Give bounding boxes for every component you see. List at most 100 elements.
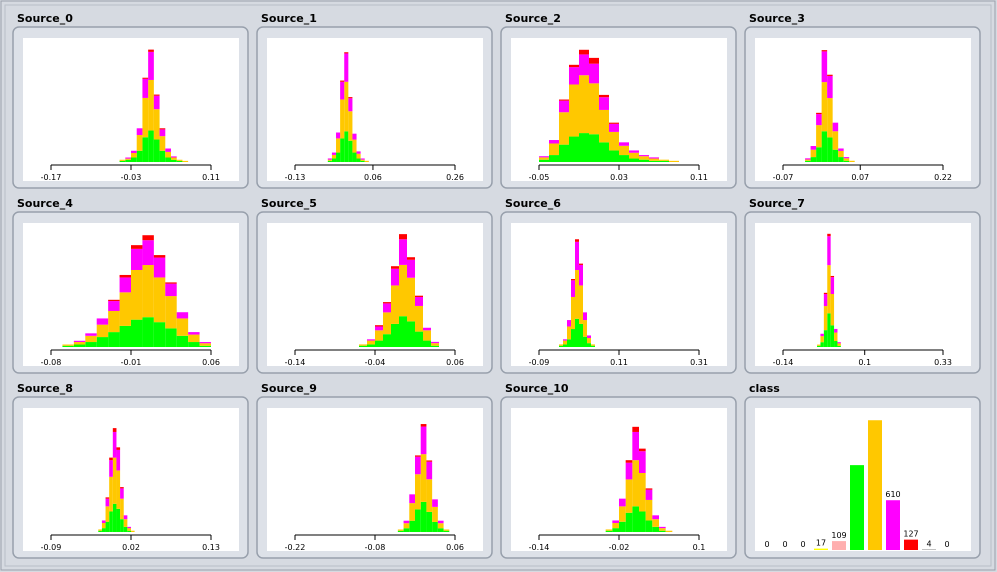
histogram-bar — [340, 81, 345, 100]
histogram-bar — [567, 339, 571, 347]
histogram-bar — [827, 98, 833, 138]
histogram-bar — [383, 312, 391, 335]
histogram-bar — [612, 520, 619, 524]
x-tick-label: 0.06 — [364, 173, 382, 182]
histogram-bar — [589, 83, 599, 135]
histogram-bar — [142, 265, 154, 318]
x-tick-label: 0.1 — [858, 358, 871, 367]
histogram-bar — [810, 149, 817, 158]
histogram-bar — [827, 233, 831, 237]
histogram-bar — [629, 158, 639, 162]
panel: Source_3 -0.07 0.07 0.22 — [744, 12, 981, 189]
histogram-bar — [136, 128, 143, 136]
histogram-bar — [420, 454, 427, 502]
plot: -0.14 0.1 0.33 — [773, 233, 952, 367]
histogram-bar — [559, 344, 563, 346]
histogram-bar — [834, 332, 838, 341]
histogram-bar — [579, 285, 583, 324]
histogram-bar — [120, 488, 124, 499]
histogram-bar — [583, 320, 587, 337]
histogram-bar — [579, 323, 583, 347]
histogram-bar — [116, 508, 121, 532]
histogram-bar — [403, 520, 410, 524]
histogram-bar — [426, 461, 433, 480]
histogram-bar — [420, 501, 427, 532]
histogram-bar — [409, 520, 415, 532]
histogram-bar — [579, 263, 583, 265]
histogram-bar — [579, 49, 589, 55]
histogram-bar — [375, 330, 383, 341]
histogram-bar — [119, 292, 131, 326]
histogram-bar — [112, 457, 117, 504]
x-tick-label: -0.01 — [121, 358, 142, 367]
histogram-bar — [563, 340, 567, 345]
histogram-bar — [142, 235, 154, 241]
histogram-bar — [832, 149, 839, 162]
x-tick-label: 0.11 — [690, 173, 708, 182]
histogram-bar — [123, 519, 128, 527]
x-tick-label: -0.09 — [529, 358, 550, 367]
histogram-bar — [649, 160, 659, 162]
histogram-bar — [834, 328, 838, 333]
histogram-bar — [98, 530, 102, 532]
histogram-bar — [344, 81, 349, 132]
histogram-bar — [188, 334, 200, 343]
plot-area — [511, 223, 727, 366]
histogram-bar — [199, 345, 211, 347]
histogram-bar — [153, 257, 166, 278]
histogram-bar — [176, 318, 189, 336]
histogram-bar — [348, 97, 353, 99]
histogram-bar — [599, 109, 609, 143]
histogram-bar — [571, 279, 575, 281]
histogram-bar — [579, 54, 589, 76]
histogram-bar — [645, 520, 653, 532]
histogram-bar — [823, 294, 828, 307]
histogram-bar — [609, 123, 619, 132]
x-tick-label: 0.1 — [693, 543, 706, 552]
x-tick-label: -0.14 — [285, 358, 306, 367]
histogram-bar — [327, 158, 332, 160]
histogram-bar — [816, 112, 822, 115]
histogram-bar — [165, 148, 171, 152]
histogram-bar — [336, 132, 341, 139]
histogram-bar — [423, 330, 431, 341]
histogram-bar — [805, 159, 811, 161]
histogram-bar — [148, 79, 154, 131]
histogram-bar — [188, 342, 200, 347]
histogram-bar — [131, 157, 137, 162]
histogram-bar — [108, 332, 120, 347]
bar-value-label: 610 — [885, 490, 900, 499]
histogram-bar — [423, 340, 431, 347]
histogram-bar — [367, 344, 375, 347]
histogram-bar — [85, 333, 97, 336]
histogram-bar — [73, 340, 86, 343]
plot: -0.09 0.02 0.13 — [41, 428, 220, 551]
histogram-bar — [109, 476, 113, 512]
histogram-bar — [62, 345, 74, 347]
histogram-bar — [659, 530, 666, 532]
bar-value-label: 4 — [926, 540, 931, 549]
histogram-bar — [575, 239, 579, 242]
histogram-bar — [131, 530, 135, 532]
histogram-bar — [827, 265, 831, 314]
plot: -0.13 0.06 0.26 — [285, 52, 464, 182]
histogram-bar — [391, 285, 399, 324]
histogram-bar — [559, 112, 569, 145]
histogram-bar — [563, 339, 567, 341]
histogram-bar — [153, 95, 160, 110]
bar — [814, 548, 828, 550]
bar-value-label: 0 — [782, 540, 787, 549]
bar-value-label: 109 — [831, 531, 846, 540]
x-tick-label: -0.05 — [529, 173, 550, 182]
histogram-bar — [575, 318, 579, 347]
histogram-bar — [816, 125, 822, 148]
histogram-bar — [142, 97, 149, 138]
histogram-bar — [153, 94, 160, 96]
histogram-bar — [367, 340, 375, 345]
histogram-bar — [632, 506, 639, 532]
x-tick-label: -0.14 — [529, 543, 550, 552]
histogram-bar — [375, 326, 383, 331]
x-tick-label: 0.06 — [202, 358, 220, 367]
histogram-bar — [567, 320, 571, 327]
